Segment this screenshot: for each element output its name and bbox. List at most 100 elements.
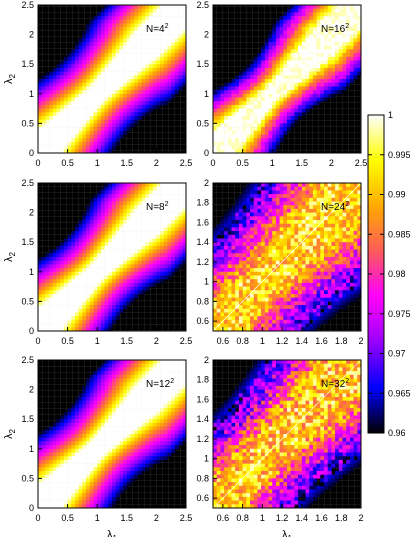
heatmap-cell [38, 149, 42, 154]
heatmap-cell [145, 264, 150, 269]
heatmap-cell [112, 201, 116, 206]
heatmap-cell [342, 12, 347, 17]
heatmap-cell [86, 123, 91, 128]
heatmap-cell [41, 290, 46, 295]
heatmap-cell [338, 249, 343, 254]
heatmap-cell [167, 249, 172, 254]
heatmap-cell [115, 30, 120, 35]
heatmap-cell [301, 231, 306, 236]
heatmap-cell [346, 264, 351, 269]
heatmap-cell [86, 82, 91, 87]
heatmap-cell [220, 312, 225, 317]
heatmap-cell [89, 286, 94, 291]
heatmap-cell [287, 82, 291, 87]
heatmap-cell [141, 249, 146, 254]
heatmap-cell [250, 119, 254, 124]
heatmap-cell [283, 90, 288, 95]
heatmap-cell [75, 149, 79, 154]
heatmap-cell [268, 205, 273, 210]
heatmap-cell [338, 197, 343, 202]
heatmap-cell [272, 319, 277, 324]
heatmap-cell [174, 212, 179, 217]
heatmap-cell [145, 53, 150, 58]
heatmap-cell [264, 297, 269, 302]
heatmap-cell [100, 27, 105, 32]
heatmap-cell [171, 86, 176, 91]
heatmap-cell [231, 286, 236, 291]
heatmap-cell [67, 141, 72, 146]
heatmap-cell [163, 67, 168, 72]
heatmap-cell [246, 119, 251, 124]
heatmap-cell [246, 123, 251, 128]
heatmap-cell [104, 242, 109, 247]
heatmap-cell [338, 253, 343, 258]
heatmap-cell [335, 16, 340, 21]
heatmap-cell [238, 119, 243, 124]
heatmap-cell [253, 305, 258, 310]
heatmap-cell [349, 216, 354, 221]
heatmap-cell [287, 264, 291, 269]
heatmap-cell [338, 75, 343, 80]
heatmap-cell [100, 194, 105, 199]
heatmap-cell [312, 23, 317, 28]
heatmap-cell [220, 97, 225, 102]
heatmap-cell [163, 8, 168, 13]
heatmap-cell [238, 134, 243, 139]
heatmap-cell [238, 93, 243, 98]
heatmap-cell [275, 67, 280, 72]
heatmap-cell [353, 71, 358, 76]
heatmap-cell [349, 282, 354, 287]
heatmap-cell [272, 271, 277, 276]
heatmap-cell [52, 67, 57, 72]
heatmap-cell [301, 5, 306, 9]
heatmap-cell [78, 42, 83, 46]
heatmap-cell [242, 238, 247, 243]
heatmap-cell [63, 138, 68, 143]
heatmap-cell [261, 327, 266, 332]
heatmap-cell [82, 305, 87, 310]
heatmap-cell [290, 279, 295, 284]
heatmap-cell [301, 308, 306, 313]
heatmap-cell [156, 205, 161, 210]
heatmap-cell [137, 49, 142, 54]
heatmap-cell [93, 75, 98, 80]
x-tick-label: 0.5 [61, 158, 74, 168]
heatmap-cell [137, 8, 142, 13]
heatmap-cell [104, 216, 109, 221]
heatmap-cell [156, 268, 161, 273]
heatmap-cell [231, 227, 236, 232]
heatmap-cell [268, 183, 273, 187]
heatmap-cell [294, 294, 299, 298]
heatmap-cell [60, 268, 65, 273]
heatmap-cell [126, 234, 131, 239]
heatmap-cell [97, 264, 102, 269]
heatmap-cell [294, 301, 299, 306]
heatmap-cell [67, 60, 72, 65]
heatmap-cell [312, 186, 317, 191]
heatmap-cell [60, 249, 65, 254]
heatmap-cell [305, 253, 310, 258]
heatmap-cell [312, 312, 317, 317]
heatmap-cell [353, 12, 358, 17]
heatmap-cell [250, 282, 254, 287]
heatmap-cell [275, 319, 280, 324]
heatmap-cell [238, 82, 243, 87]
heatmap-cell [89, 245, 94, 250]
heatmap-cell [141, 42, 146, 46]
heatmap-cell [227, 257, 232, 261]
heatmap-cell [342, 205, 347, 210]
heatmap-cell [63, 145, 68, 150]
heatmap-cell [316, 245, 321, 250]
heatmap-cell [287, 108, 291, 113]
heatmap-cell [298, 5, 303, 9]
heatmap-cell [213, 316, 217, 321]
heatmap-cell [38, 86, 42, 91]
heatmap-cell [301, 30, 306, 35]
heatmap-cell [346, 216, 351, 221]
heatmap-cell [257, 201, 262, 206]
heatmap-cell [272, 190, 277, 195]
heatmap-cell [145, 212, 150, 217]
heatmap-cell [287, 231, 291, 236]
heatmap-cell [224, 242, 229, 247]
heatmap-cell [327, 60, 332, 65]
